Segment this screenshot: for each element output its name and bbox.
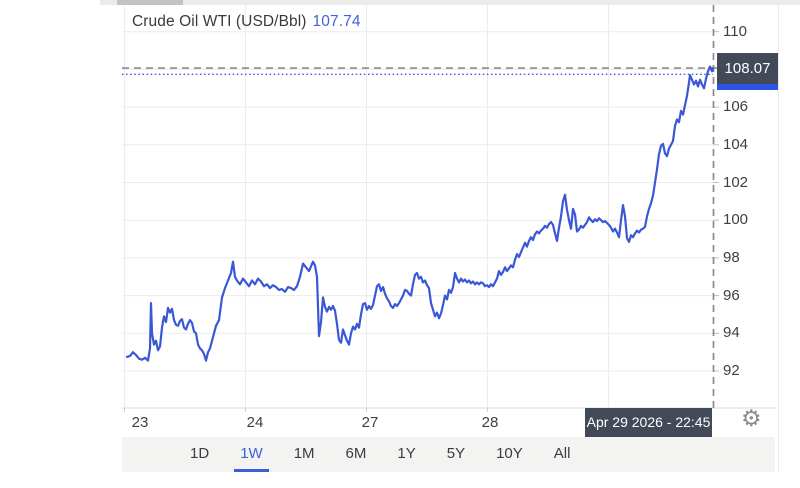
- scrollbar-thumb[interactable]: [117, 0, 183, 5]
- last-price-value: 108.07: [717, 53, 778, 84]
- y-axis-label: 102: [723, 173, 749, 191]
- x-axis-label: 28: [481, 414, 499, 431]
- price-line: [125, 65, 715, 362]
- x-axis-label: 24: [246, 414, 264, 431]
- chart-title: Crude Oil WTI (USD/Bbl) 107.74: [132, 13, 361, 31]
- y-axis-label: 106: [723, 98, 749, 116]
- y-axis-label: 96: [723, 286, 740, 304]
- crosshair-date-badge: Apr 29 2026 - 22:45: [585, 408, 712, 437]
- timeframe-button-1w[interactable]: 1W: [234, 437, 269, 472]
- x-axis-label: 23: [131, 414, 149, 431]
- timeframe-button-1m[interactable]: 1M: [293, 445, 315, 462]
- timeframe-button-1y[interactable]: 1Y: [397, 445, 416, 462]
- price-badge-accent: [717, 84, 778, 90]
- y-axis-label: 104: [723, 135, 749, 153]
- instrument-last-value: 107.74: [312, 13, 361, 30]
- last-price-badge: 108.07: [717, 53, 778, 90]
- y-axis-label: 98: [723, 248, 740, 266]
- timeframe-button-10y[interactable]: 10Y: [496, 445, 523, 462]
- x-axis-label: 27: [361, 414, 379, 431]
- timeframe-toolbar: 1D 1W 1M 6M 1Y 5Y 10Y All: [122, 437, 775, 472]
- widget-right-border: [778, 0, 779, 472]
- y-axis-label: 110: [723, 22, 747, 40]
- y-axis-label: 100: [723, 211, 749, 229]
- y-axis-label: 92: [723, 362, 740, 379]
- y-axis-label: 94: [723, 324, 740, 342]
- timeframe-button-1d[interactable]: 1D: [190, 445, 210, 462]
- instrument-name: Crude Oil WTI (USD/Bbl): [132, 13, 307, 30]
- timeframe-button-6m[interactable]: 6M: [345, 445, 367, 462]
- timeframe-button-5y[interactable]: 5Y: [446, 445, 466, 462]
- horizontal-scrollbar[interactable]: [100, 0, 800, 5]
- timeframe-button-all[interactable]: All: [553, 445, 571, 462]
- settings-gear-icon[interactable]: ⚙: [741, 405, 762, 431]
